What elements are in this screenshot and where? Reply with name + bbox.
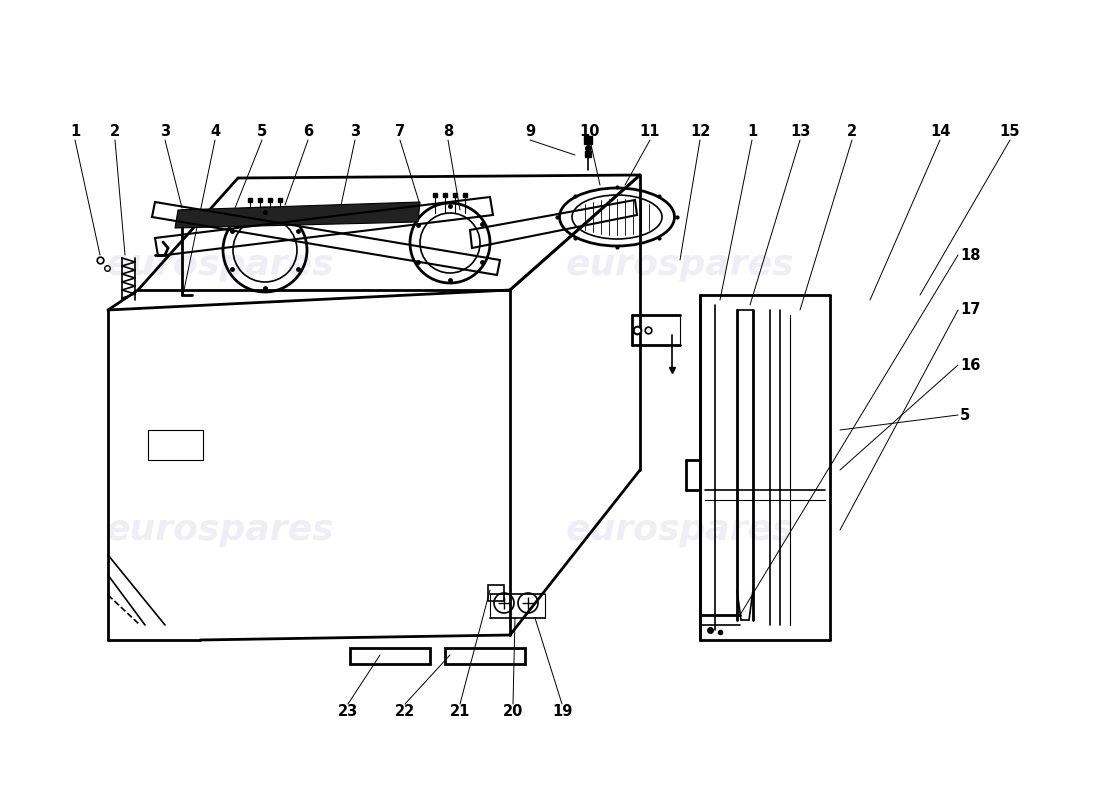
Text: 5: 5 [960, 407, 970, 422]
Text: 17: 17 [960, 302, 980, 318]
Bar [350, 648, 430, 664]
Text: 22: 22 [395, 705, 415, 719]
Text: 7: 7 [395, 125, 405, 139]
Text: eurospares: eurospares [106, 248, 334, 282]
Text: 1: 1 [70, 125, 80, 139]
Text: 2: 2 [847, 125, 857, 139]
Text: 14: 14 [930, 125, 950, 139]
Text: 16: 16 [960, 358, 980, 373]
Text: 1: 1 [747, 125, 757, 139]
Text: 21: 21 [450, 705, 470, 719]
Text: 8: 8 [443, 125, 453, 139]
Text: 6: 6 [302, 125, 313, 139]
Text: eurospares: eurospares [565, 248, 794, 282]
Bar [446, 648, 525, 664]
Text: 12: 12 [690, 125, 711, 139]
Text: 11: 11 [640, 125, 660, 139]
Text: 20: 20 [503, 705, 524, 719]
Text: 19: 19 [552, 705, 572, 719]
Text: 3: 3 [160, 125, 170, 139]
Text: 18: 18 [960, 247, 980, 262]
Text: eurospares: eurospares [565, 513, 794, 547]
Text: 2: 2 [110, 125, 120, 139]
Text: 3: 3 [350, 125, 360, 139]
Text: 13: 13 [790, 125, 811, 139]
Text: 10: 10 [580, 125, 601, 139]
Text: eurospares: eurospares [106, 513, 334, 547]
Text: 15: 15 [1000, 125, 1021, 139]
Text: 5: 5 [257, 125, 267, 139]
Bar [488, 585, 504, 601]
Text: 9: 9 [525, 125, 535, 139]
Bar [148, 430, 204, 460]
Polygon shape [175, 202, 420, 228]
Text: 23: 23 [338, 705, 359, 719]
Text: 4: 4 [210, 125, 220, 139]
